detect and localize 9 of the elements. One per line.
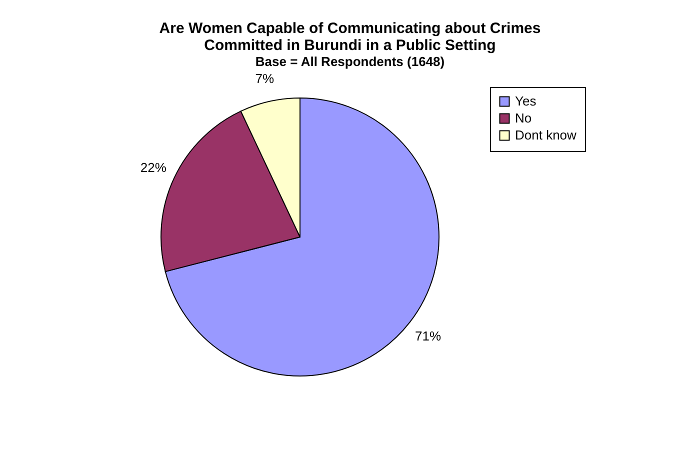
legend-label: Yes (515, 94, 537, 108)
data-label: 7% (255, 70, 274, 86)
legend-label: No (515, 110, 532, 126)
data-label: 71% (414, 328, 442, 344)
chart-subtitle: Base = All Respondents (1648) (255, 54, 445, 69)
chart-title: Are Women Capable of Communicating about Crimes Committed in Burundi in a Public Setting (159, 20, 541, 54)
data-label: 22% (140, 160, 167, 176)
legend-label: Dont know (515, 128, 578, 142)
pie-slice (164, 98, 440, 376)
